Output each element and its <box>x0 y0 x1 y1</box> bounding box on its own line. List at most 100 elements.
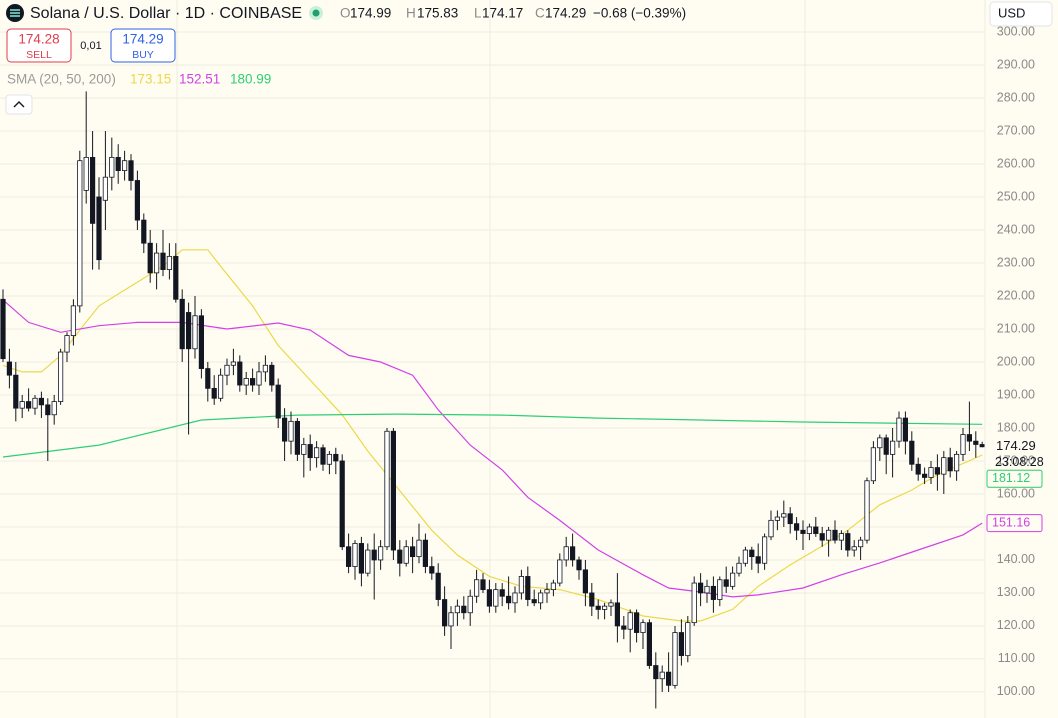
candle-body <box>281 417 288 442</box>
candle-body <box>666 671 672 686</box>
candle-body <box>480 579 486 591</box>
candle-body <box>608 602 614 607</box>
candle-body <box>947 457 953 472</box>
candle-body <box>499 589 505 597</box>
candle-body <box>339 460 345 548</box>
y-tick-label: 240.00 <box>997 222 1035 236</box>
sma-line <box>2 299 983 598</box>
currency-label[interactable]: USD <box>998 5 1025 20</box>
sma-line <box>2 413 983 458</box>
plot <box>0 91 985 709</box>
candle-body <box>6 361 12 376</box>
candle-body <box>634 612 640 633</box>
candle-body <box>896 417 902 442</box>
candle-body <box>211 387 217 399</box>
ohlc-label: L <box>474 6 482 21</box>
candle-body <box>576 559 582 571</box>
buy-button[interactable] <box>110 28 176 63</box>
candle-body <box>870 447 877 482</box>
candle-body <box>531 599 537 604</box>
candle-body <box>397 549 403 564</box>
candle-body <box>838 533 845 541</box>
candle-body <box>704 585 710 594</box>
ohlc-label: O <box>340 6 351 21</box>
candle-body <box>736 562 742 574</box>
candle-body <box>160 252 166 270</box>
candle-body <box>966 434 973 442</box>
candle-body <box>890 440 896 455</box>
candle-body <box>115 156 121 171</box>
candle-body <box>96 196 102 261</box>
candle-body <box>25 401 32 409</box>
candle-body <box>122 160 128 171</box>
candle-body <box>678 632 685 657</box>
sell-price[interactable]: 174.28 <box>18 32 59 47</box>
symbol-icon-lines <box>10 9 20 17</box>
y-tick-label: 140.00 <box>997 552 1035 566</box>
candle-body <box>19 401 25 409</box>
candle-body <box>345 546 352 567</box>
sell-label[interactable]: SELL <box>26 49 52 61</box>
candle-body <box>691 582 697 624</box>
candle-body <box>934 467 941 475</box>
candle-body <box>845 533 851 551</box>
chevron-icon[interactable] <box>13 101 25 108</box>
ohlc-value: 174.17 <box>482 6 523 21</box>
candle-body <box>979 444 985 448</box>
candle-body <box>755 556 761 564</box>
candle-body <box>851 546 857 551</box>
candle-body <box>403 546 409 564</box>
candle-body <box>38 397 45 406</box>
currency-select[interactable] <box>989 1 1053 27</box>
y-tick-label: 100.00 <box>997 684 1035 698</box>
candle-body <box>723 579 729 587</box>
candle-body <box>730 572 736 587</box>
candle-body <box>384 430 390 548</box>
y-tick-label: 270.00 <box>997 123 1035 137</box>
y-tick-label: 110.00 <box>998 651 1035 665</box>
candle-body <box>749 549 755 558</box>
candle-body <box>409 546 416 558</box>
candle-body <box>153 252 160 274</box>
candle-body <box>237 361 243 386</box>
sell-button[interactable] <box>6 28 72 63</box>
y-tick-label: 300.00 <box>997 24 1035 38</box>
y-tick-label: 200.00 <box>997 354 1035 368</box>
ohlc-label: C <box>535 6 545 21</box>
candle-body <box>909 440 915 465</box>
ohlc-label: H <box>406 6 416 21</box>
candle-body <box>390 430 397 551</box>
candle-body <box>467 595 473 614</box>
candle-body <box>928 467 934 478</box>
candle-body <box>294 420 301 455</box>
candle-body <box>544 589 550 594</box>
candle-body <box>307 444 313 459</box>
candle-body <box>224 364 230 376</box>
y-tick-label: 190.00 <box>997 387 1035 401</box>
collapse-button[interactable] <box>5 94 33 115</box>
y-tick-label: 130.00 <box>997 585 1035 599</box>
symbol-title: Solana / U.S. Dollar · 1D · COINBASE <box>30 5 302 22</box>
candle-body <box>858 539 864 548</box>
buy-label[interactable]: BUY <box>132 49 154 61</box>
candle-body <box>602 605 608 610</box>
candle-body <box>77 160 83 307</box>
y-tick-label: 170.00 <box>997 453 1035 467</box>
candle-body <box>320 447 326 465</box>
ohlc-value: 174.99 <box>350 6 391 21</box>
candle-body <box>326 453 333 465</box>
candle-body <box>313 447 320 459</box>
candle-body <box>659 671 665 680</box>
candle-body <box>672 632 678 686</box>
candle-body <box>377 546 384 561</box>
buy-price[interactable]: 174.29 <box>122 32 163 47</box>
candle-body <box>819 533 825 541</box>
candle-body <box>365 549 371 574</box>
countdown-label: 23:08:28 <box>995 455 1044 469</box>
candle-body <box>185 312 192 350</box>
candle-body <box>70 305 76 336</box>
candle-body <box>525 576 531 600</box>
candle-body <box>198 315 204 369</box>
